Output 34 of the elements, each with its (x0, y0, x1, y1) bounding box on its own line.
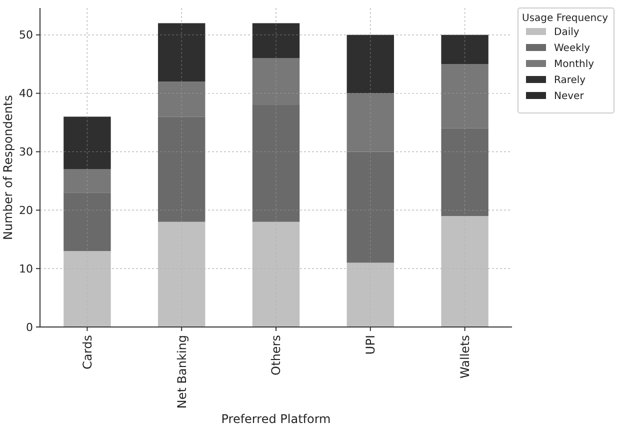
bar (441, 64, 488, 128)
bar (346, 93, 394, 152)
legend-label: Rarely (554, 75, 586, 86)
bar (158, 82, 206, 117)
bar (64, 192, 111, 252)
y-axis-title: Number of Respondents (1, 95, 15, 240)
bar (441, 128, 488, 216)
bar (64, 169, 111, 193)
x-tick-label: Others (269, 335, 284, 376)
bar (252, 104, 300, 222)
x-tick-label: Net Banking (174, 335, 189, 409)
x-tick-label: UPI (364, 335, 378, 355)
bar (252, 58, 300, 105)
y-tick-label: 20 (19, 204, 33, 217)
x-tick-label: Wallets (458, 335, 472, 378)
bar (64, 116, 111, 170)
bar (252, 23, 300, 58)
legend-label: Never (554, 91, 585, 102)
legend-title: Usage Frequency (522, 13, 608, 24)
bar (441, 34, 488, 64)
y-tick-label: 30 (19, 146, 33, 159)
bar (158, 116, 206, 222)
y-tick-label: 10 (19, 262, 33, 276)
y-tick-label: 40 (19, 87, 33, 100)
legend-label: Monthly (554, 59, 594, 70)
y-tick-label: 0 (26, 320, 33, 334)
bar (346, 34, 394, 94)
x-tick-label: Cards (80, 335, 94, 370)
legend-label: Daily (554, 27, 580, 38)
legend-label: Weekly (554, 43, 590, 54)
bar (158, 23, 206, 82)
y-tick-label: 50 (19, 28, 33, 42)
bar (346, 152, 394, 263)
x-axis-title: Preferred Platform (221, 412, 331, 426)
